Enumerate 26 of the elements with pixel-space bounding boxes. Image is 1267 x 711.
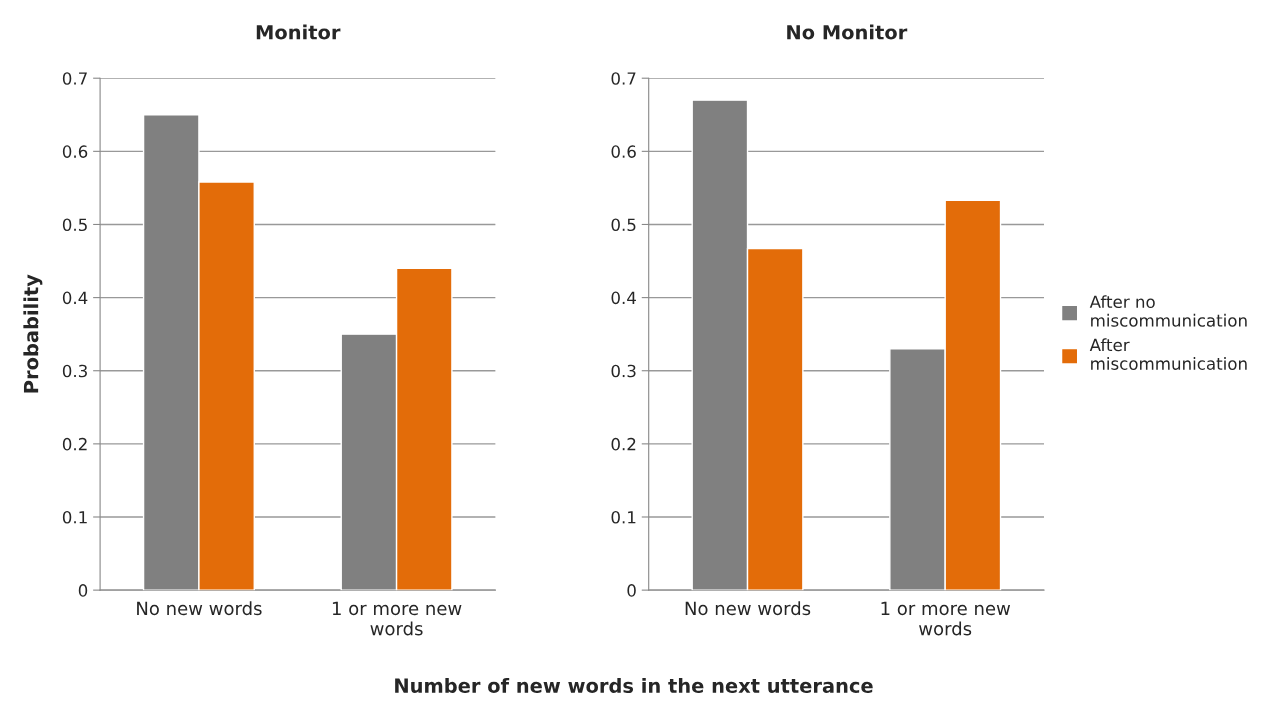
y-tick-label: 0.6 [611,145,636,158]
y-tick-label: 0.2 [62,437,87,451]
y-tick-label: 0.7 [62,72,87,85]
x-tick-label: 1 or more new words [881,601,1011,636]
chart-title: No Monitor [787,24,908,40]
legend-label: After miscommunication [1089,338,1247,370]
y-tick-label: 0.1 [611,510,636,524]
legend-label: After no miscommunication [1089,295,1247,327]
x-tick-label: No new words [685,601,811,616]
x-tick-label: 1 or more new words [332,601,462,636]
y-tick-label: 0.5 [611,218,636,232]
chart-title: Monitor [256,24,341,40]
y-tick-label: 0.6 [62,145,88,158]
y-tick-label: 0.4 [611,291,636,305]
y-axis-title: Probability [23,274,43,393]
y-tick-label: 0 [78,584,88,597]
y-tick-label: 0.2 [611,437,636,451]
y-tick-label: 0.3 [611,364,636,378]
y-tick-label: 0.1 [62,510,87,524]
y-tick-label: 0.5 [62,218,87,232]
y-tick-label: 0.7 [611,72,636,85]
y-tick-label: 0 [627,584,636,597]
x-tick-label: No new words [137,601,262,616]
x-axis-title: Number of new words in the next utterance [395,677,873,694]
y-tick-label: 0.4 [62,291,88,305]
y-tick-label: 0.3 [62,364,87,378]
